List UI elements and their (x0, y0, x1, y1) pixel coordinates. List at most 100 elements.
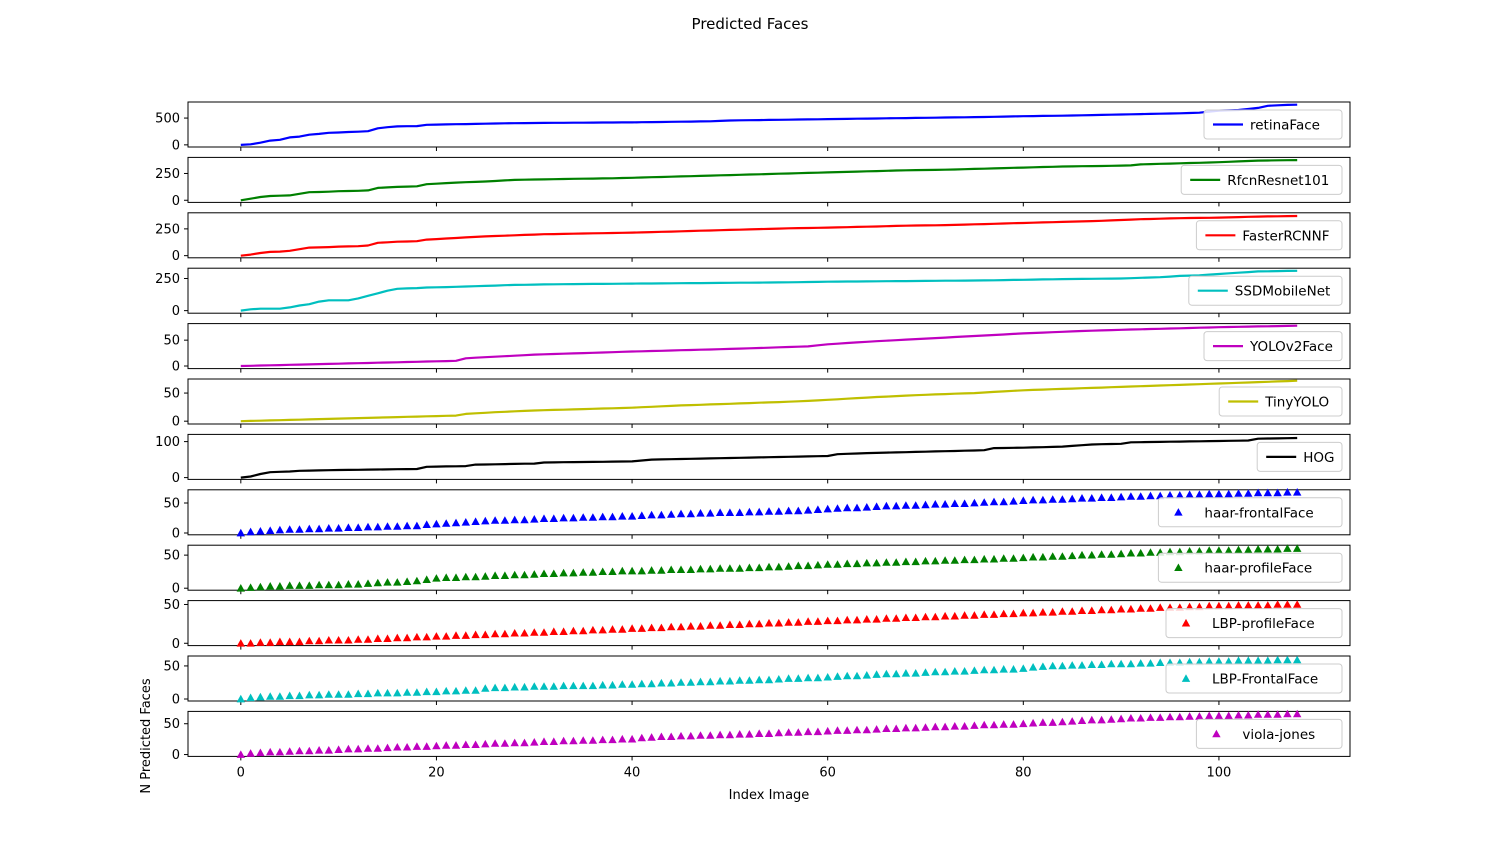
data-point-marker (745, 563, 754, 572)
data-point-marker (784, 618, 793, 626)
data-point-marker (1038, 662, 1048, 670)
data-point-marker (970, 555, 979, 564)
data-point-marker (1156, 603, 1165, 611)
data-point-marker (490, 683, 500, 692)
data-point-marker (588, 736, 598, 744)
data-point-marker (236, 584, 245, 592)
data-point-marker (862, 725, 871, 734)
data-point-marker (1048, 718, 1057, 726)
data-point-marker (657, 566, 666, 574)
subplot-FasterRCNNF: 0 250 FasterRCNNF (155, 212, 1351, 264)
data-point-marker (627, 680, 637, 688)
data-point-marker (1028, 608, 1038, 617)
data-point-marker (520, 682, 529, 691)
data-point-marker (422, 520, 431, 528)
x-axis-label: Index Image (729, 788, 810, 803)
data-point-marker (872, 615, 881, 623)
data-point-marker (412, 688, 422, 696)
data-point-marker (559, 513, 568, 522)
x-tick-label: 40 (624, 765, 641, 780)
data-point-marker (451, 686, 461, 695)
legend-label: FasterRCNNF (1242, 228, 1329, 244)
data-point-marker (549, 514, 558, 522)
data-point-marker (1038, 718, 1048, 726)
data-point-marker (471, 686, 480, 694)
data-point-marker (901, 613, 911, 621)
data-point-marker (921, 500, 930, 509)
data-point-marker (471, 740, 480, 748)
data-point-marker (500, 629, 510, 638)
data-point-marker (1244, 601, 1253, 609)
data-point-marker (373, 744, 382, 752)
legend-label: retinaFace (1250, 118, 1320, 134)
data-point-marker (843, 559, 852, 568)
data-point-marker (295, 525, 304, 533)
data-point-marker (412, 632, 422, 641)
data-point-marker (402, 633, 412, 642)
data-point-marker (823, 616, 832, 625)
data-point-marker (852, 671, 862, 680)
data-point-marker (285, 637, 294, 646)
data-point-marker (667, 510, 676, 518)
data-point-marker (1195, 657, 1204, 666)
data-point-marker (989, 554, 999, 563)
data-point-marker (1097, 493, 1106, 501)
data-point-marker (676, 509, 686, 518)
axes-frame (187, 378, 1351, 425)
data-point-marker (608, 735, 617, 744)
data-point-marker (667, 565, 676, 573)
data-point-marker (911, 723, 920, 732)
data-point-marker (1058, 607, 1067, 615)
data-point-marker (882, 501, 891, 510)
data-point-marker (481, 684, 490, 692)
data-point-marker (1244, 489, 1253, 497)
data-point-marker (745, 507, 754, 516)
data-point-marker (715, 676, 725, 685)
data-point-marker (803, 617, 813, 625)
data-point-marker (696, 509, 705, 517)
data-point-marker (393, 578, 402, 586)
data-point-marker (1146, 604, 1155, 612)
data-point-marker (647, 566, 656, 574)
data-point-marker (637, 566, 646, 575)
data-point-marker (1283, 544, 1292, 552)
data-point-marker (637, 679, 646, 688)
data-point-marker (490, 739, 500, 747)
data-point-marker (715, 508, 725, 516)
data-point-marker (1263, 601, 1272, 609)
data-point-marker (794, 618, 803, 626)
data-point-marker (393, 633, 402, 642)
data-point-marker (608, 680, 617, 689)
series-line-RfcnResnet101 (240, 159, 1298, 202)
data-point-marker (706, 731, 715, 739)
data-point-marker (1205, 546, 1214, 554)
data-point-marker (363, 579, 373, 587)
subplot-RfcnResnet101: 0 250 RfcnResnet101 (155, 156, 1351, 209)
data-point-marker (618, 734, 627, 743)
data-point-marker (314, 524, 324, 533)
data-point-marker (686, 622, 695, 630)
data-point-marker (1009, 720, 1018, 728)
y-tick-label: 0 (172, 138, 180, 153)
axes-frame (187, 710, 1351, 757)
data-point-marker (471, 517, 480, 525)
data-point-marker (931, 722, 940, 731)
data-point-marker (256, 582, 265, 591)
x-tick-label: 100 (1207, 765, 1232, 780)
data-point-marker (627, 512, 637, 520)
data-point-marker (324, 580, 333, 589)
data-point-marker (344, 690, 353, 698)
data-point-marker (500, 683, 510, 692)
data-point-marker (989, 497, 999, 506)
data-point-marker (931, 556, 940, 565)
data-point-marker (549, 682, 558, 690)
data-point-marker (1087, 606, 1096, 614)
axes-frame (187, 544, 1351, 591)
data-point-marker (803, 561, 813, 570)
data-point-marker (305, 581, 314, 589)
data-point-marker (647, 510, 656, 519)
data-point-marker (813, 505, 823, 513)
axes-frame (187, 267, 1351, 314)
data-point-marker (598, 625, 607, 634)
data-point-marker (950, 722, 959, 730)
